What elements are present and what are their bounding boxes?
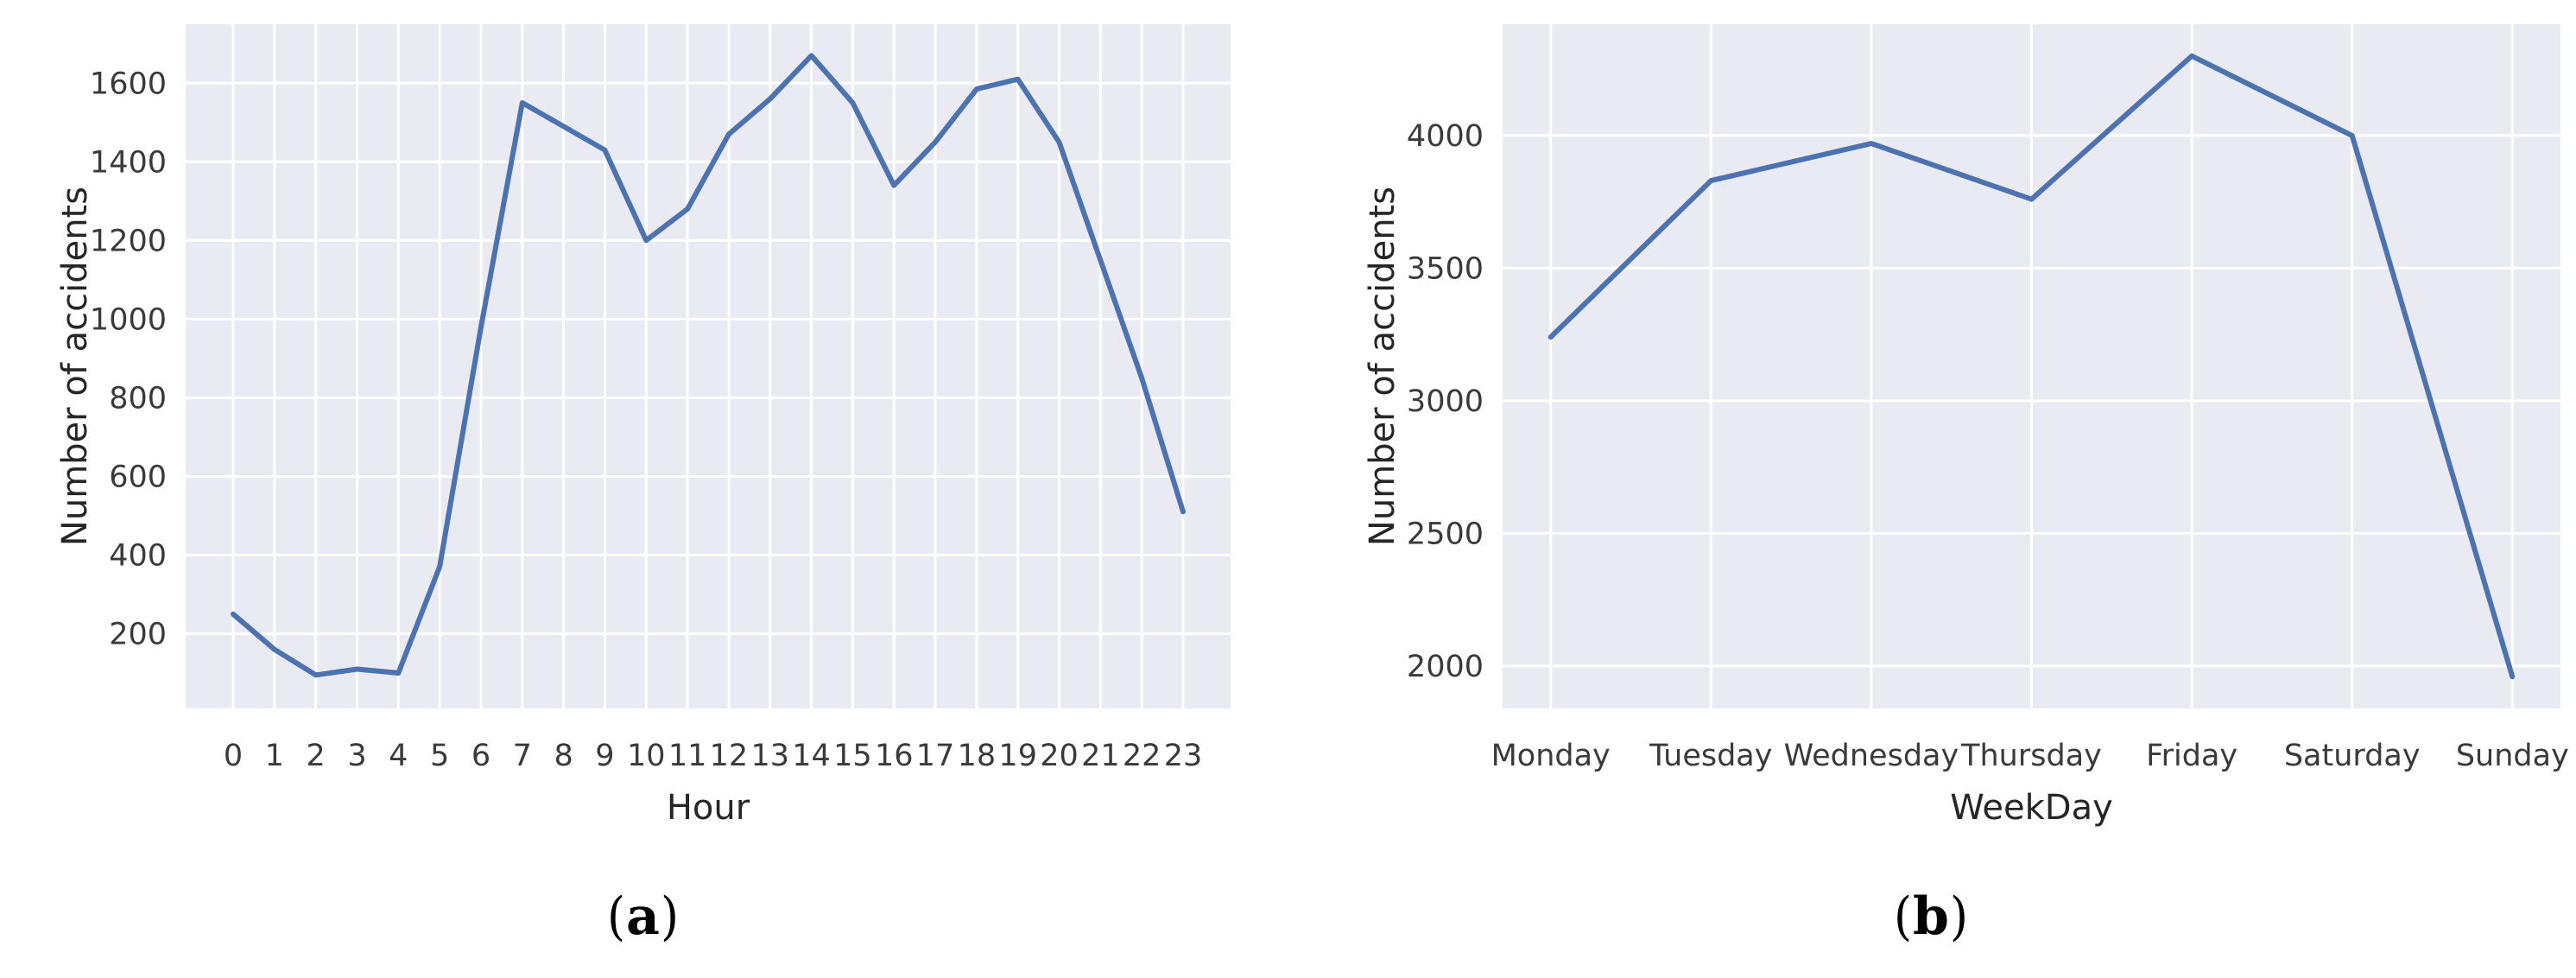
y-tick-label: 1000	[90, 302, 167, 337]
x-tick-label: 11	[668, 739, 707, 773]
weekday-accidents-line-chart: 2000 2500 3000 3500 4000 Monday Tuesday Wednesd…	[1363, 24, 2569, 828]
x-tick-label: 19	[998, 739, 1037, 773]
x-tick-label: Tuesday	[1649, 739, 1772, 773]
grid-lines	[186, 24, 1231, 708]
x-tick-label: 4	[389, 739, 408, 773]
caption-b-letter: b	[1913, 886, 1950, 947]
y-tick-label: 1400	[90, 145, 167, 180]
x-tick-label: 21	[1081, 739, 1120, 773]
x-axis-title: Hour	[667, 788, 750, 828]
y-tick-label: 3000	[1407, 384, 1484, 419]
y-tick-label: 1600	[90, 67, 167, 101]
x-tick-label: 14	[792, 739, 831, 773]
x-tick-label: Saturday	[2284, 739, 2421, 773]
y-tick-label: 1200	[90, 224, 167, 258]
x-tick-label: 1	[265, 739, 284, 773]
x-tick-label: 10	[627, 739, 666, 773]
caption-b: (b)	[1287, 886, 2576, 947]
x-tick-label: 22	[1123, 739, 1161, 773]
x-tick-label: 7	[513, 739, 532, 773]
y-axis-title: Number of accidents	[55, 187, 95, 546]
caption-a-close-paren: )	[660, 886, 680, 947]
caption-a: (a)	[0, 886, 1287, 947]
caption-a-open-paren: (	[606, 886, 627, 947]
y-axis-title: Number of accidents	[1363, 187, 1402, 546]
x-tick-label: 5	[430, 739, 449, 773]
x-tick-labels: Monday Tuesday Wednesday Thursday Friday Satu…	[1491, 739, 2569, 773]
y-tick-label: 2000	[1407, 650, 1484, 684]
y-tick-label: 200	[109, 618, 167, 652]
x-tick-label: 2	[307, 739, 326, 773]
x-tick-label: 23	[1164, 739, 1203, 773]
x-tick-label: 6	[472, 739, 491, 773]
x-tick-label: 12	[710, 739, 749, 773]
caption-a-letter: a	[626, 886, 661, 947]
x-tick-label: 0	[224, 739, 243, 773]
x-tick-label: 13	[750, 739, 789, 773]
plot-area-background	[186, 24, 1231, 708]
x-tick-label: 18	[958, 739, 997, 773]
x-tick-labels: 0 1 2 3 4 5 6 7 8 9 10 11 12 13 14 15 16 17 18 19 20 21 22 23	[224, 739, 1202, 773]
y-tick-labels: 2000 2500 3000 3500 4000	[1407, 119, 1484, 684]
x-tick-label: 8	[554, 739, 573, 773]
x-tick-label: Sunday	[2456, 739, 2569, 773]
y-tick-label: 2500	[1407, 517, 1484, 551]
figure-panel-b: 2000 2500 3000 3500 4000 Monday Tuesday Wednesd…	[1287, 0, 2576, 978]
y-tick-label: 800	[109, 381, 167, 416]
y-tick-label: 400	[109, 538, 167, 573]
x-tick-label: Friday	[2146, 739, 2237, 773]
x-tick-label: 15	[833, 739, 872, 773]
x-axis-title: WeekDay	[1950, 788, 2113, 828]
x-tick-label: 16	[875, 739, 914, 773]
y-tick-label: 600	[109, 460, 167, 494]
figure-panel-a: 200 400 600 800 1000 1200 1400 1600 0 1 2 3 4 5 6 7 8 9 10…	[0, 0, 1287, 978]
x-tick-label: 20	[1040, 739, 1079, 773]
y-tick-labels: 200 400 600 800 1000 1200 1400 1600	[90, 67, 167, 651]
x-tick-label: 3	[347, 739, 366, 773]
data-series-line	[1547, 53, 2516, 680]
y-tick-label: 4000	[1407, 119, 1484, 154]
x-tick-label: 17	[916, 739, 955, 773]
x-tick-label: Wednesday	[1784, 739, 1959, 773]
x-tick-label: Thursday	[1960, 739, 2102, 773]
x-tick-label: 9	[595, 739, 614, 773]
caption-b-close-paren: )	[1949, 886, 1970, 947]
x-tick-label: Monday	[1491, 739, 1611, 773]
caption-b-open-paren: (	[1893, 886, 1914, 947]
y-tick-label: 3500	[1407, 251, 1484, 286]
data-series-line	[231, 53, 1186, 678]
